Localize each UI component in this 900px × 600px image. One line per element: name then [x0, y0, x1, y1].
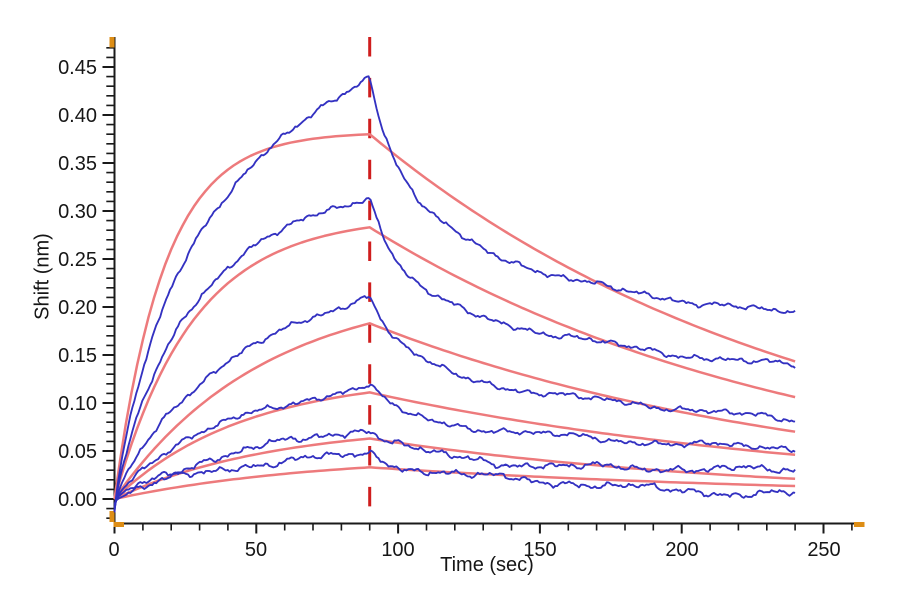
svg-text:250: 250 [807, 539, 840, 561]
svg-text:0.20: 0.20 [58, 297, 97, 319]
svg-text:0.00: 0.00 [58, 489, 97, 511]
svg-text:Time (sec): Time (sec) [440, 554, 534, 576]
svg-text:0.10: 0.10 [58, 393, 97, 415]
svg-text:0.05: 0.05 [58, 441, 97, 463]
svg-text:0.30: 0.30 [58, 201, 97, 223]
svg-text:50: 50 [245, 539, 267, 561]
svg-text:0.40: 0.40 [58, 105, 97, 127]
svg-text:200: 200 [665, 539, 698, 561]
svg-text:0.15: 0.15 [58, 345, 97, 367]
svg-text:100: 100 [381, 539, 414, 561]
svg-text:0: 0 [108, 539, 119, 561]
svg-text:Shift (nm): Shift (nm) [32, 233, 54, 320]
svg-text:0.25: 0.25 [58, 249, 97, 271]
svg-text:0.35: 0.35 [58, 153, 97, 175]
svg-text:150: 150 [523, 539, 556, 561]
svg-text:0.45: 0.45 [58, 57, 97, 79]
